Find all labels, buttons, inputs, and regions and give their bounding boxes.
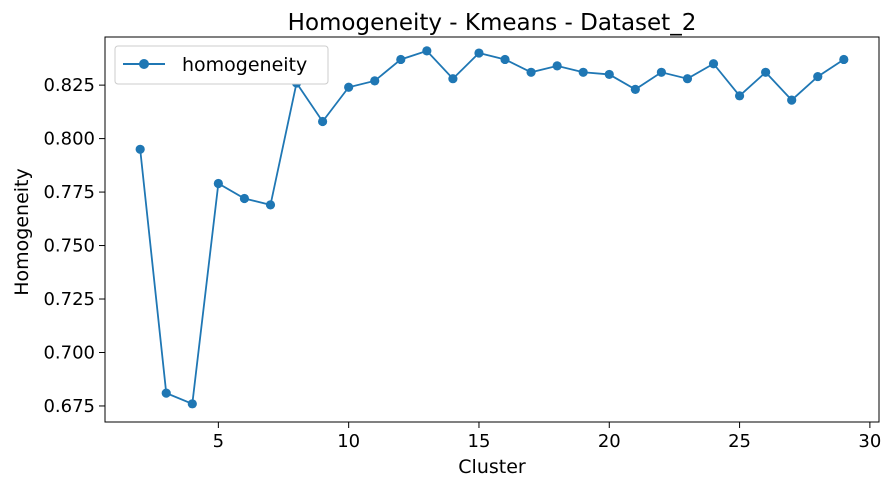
data-point [500, 54, 510, 65]
data-point [474, 48, 484, 58]
data-point [396, 54, 406, 65]
data-point [422, 46, 432, 56]
data-point [161, 388, 171, 398]
y-axis-label: Homogeneity [11, 168, 33, 296]
data-point [578, 67, 588, 77]
x-tick-label: 20 [598, 431, 621, 452]
data-point [734, 91, 745, 101]
data-point [552, 61, 562, 71]
plot-area [104, 36, 880, 423]
data-point [318, 116, 328, 127]
series-line-homogeneity [139, 49, 845, 406]
data-point [265, 200, 276, 210]
data-point [448, 74, 458, 84]
x-tick-label: 30 [858, 431, 881, 452]
data-point [344, 82, 354, 92]
legend-label: homogeneity [182, 54, 307, 76]
data-point [656, 67, 666, 77]
data-point [187, 399, 197, 409]
x-axis-label: Cluster [458, 456, 526, 478]
data-point [213, 178, 223, 189]
data-point [604, 69, 614, 80]
x-tick-label: 25 [728, 431, 751, 452]
y-tick-label: 0.800 [43, 129, 95, 150]
data-point [135, 144, 145, 154]
x-tick-label: 10 [337, 431, 360, 452]
x-tick-label: 5 [213, 431, 224, 452]
data-point [708, 59, 719, 69]
chart-title: Homogeneity - Kmeans - Dataset_2 [288, 10, 697, 36]
data-point [761, 67, 771, 77]
data-point [682, 74, 693, 84]
data-point [630, 84, 640, 95]
y-tick-label: 0.750 [43, 236, 95, 257]
y-tick-label: 0.725 [43, 289, 95, 310]
y-tick-label: 0.825 [43, 75, 95, 96]
data-point [370, 76, 380, 86]
y-tick-label: 0.775 [43, 182, 95, 203]
legend: homogeneity [114, 45, 329, 85]
data-point [239, 193, 250, 204]
data-point [813, 71, 823, 82]
data-point [839, 54, 849, 65]
x-tick-label: 15 [468, 431, 491, 452]
x-axis: 5 10 15 20 25 30 [213, 422, 881, 452]
data-point [787, 95, 797, 105]
data-point [526, 67, 536, 77]
y-tick-label: 0.675 [43, 396, 95, 417]
y-tick-label: 0.700 [43, 342, 95, 363]
legend-marker-swatch [139, 59, 149, 69]
y-axis: 0.675 0.700 0.725 0.750 0.775 0.800 0.825 [43, 75, 105, 417]
legend-box [114, 45, 329, 85]
